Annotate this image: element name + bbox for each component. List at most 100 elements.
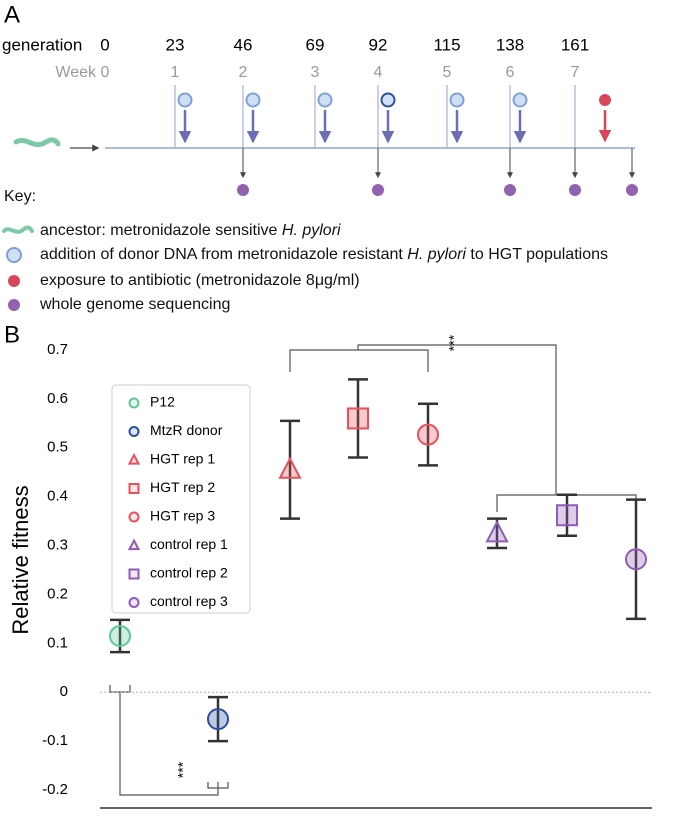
y-tick-label: -0.2 bbox=[42, 781, 68, 798]
legend-label: HGT rep 1 bbox=[150, 451, 215, 467]
data-point bbox=[278, 456, 302, 479]
week-number: 5 bbox=[443, 64, 452, 81]
key-text: to HGT populations bbox=[465, 246, 608, 263]
key-row: exposure to antibiotic (metronidazole 8μ… bbox=[40, 272, 360, 290]
generation-number: 161 bbox=[561, 35, 589, 54]
y-axis-label: Relative fitness bbox=[8, 485, 33, 634]
legend-label: HGT rep 2 bbox=[150, 479, 215, 495]
legend-marker bbox=[128, 568, 140, 580]
data-point bbox=[207, 708, 229, 731]
significance-label: *** bbox=[175, 761, 191, 778]
week-number: 6 bbox=[506, 64, 515, 81]
generation-number: 138 bbox=[496, 35, 524, 54]
sequencing-dot bbox=[626, 184, 638, 196]
sequencing-dot bbox=[372, 184, 384, 196]
key-icon bbox=[2, 221, 36, 246]
legend-marker bbox=[128, 426, 140, 437]
antibiotic-dot bbox=[599, 94, 611, 106]
week-number: 1 bbox=[171, 64, 180, 81]
data-point bbox=[417, 423, 439, 446]
data-point bbox=[347, 407, 369, 430]
key-icon bbox=[4, 295, 38, 320]
key-text: addition of donor DNA from metronidazole… bbox=[40, 246, 408, 263]
key-icon bbox=[4, 271, 38, 296]
generation-number: 23 bbox=[166, 35, 185, 54]
data-point bbox=[109, 625, 131, 647]
legend-marker bbox=[127, 538, 141, 551]
week-number: 0 bbox=[101, 64, 110, 81]
generation-number: 69 bbox=[306, 35, 325, 54]
y-tick-label: 0.5 bbox=[47, 439, 68, 456]
key-title: Key: bbox=[4, 188, 37, 205]
error-bar bbox=[626, 498, 646, 621]
generation-number: 92 bbox=[369, 35, 388, 54]
y-tick-label: 0.1 bbox=[47, 634, 68, 651]
y-tick-label: 0.4 bbox=[47, 488, 68, 505]
error-bar bbox=[348, 378, 368, 459]
legend-marker bbox=[128, 483, 140, 494]
significance-bracket bbox=[289, 344, 637, 512]
sequencing-dot bbox=[569, 184, 581, 196]
legend-label: control rep 2 bbox=[150, 565, 228, 581]
key-text: exposure to antibiotic (metronidazole 8μ… bbox=[40, 272, 360, 289]
error-bar bbox=[280, 419, 300, 520]
week-label: Week bbox=[55, 64, 97, 81]
error-bar bbox=[557, 493, 577, 538]
error-bar bbox=[418, 402, 438, 467]
y-tick-label: -0.1 bbox=[42, 732, 68, 749]
legend-label: P12 bbox=[150, 394, 175, 410]
donor-dna-dot bbox=[380, 92, 396, 108]
legend-label: control rep 3 bbox=[150, 593, 228, 609]
generation-number: 115 bbox=[433, 35, 460, 54]
sequencing-dot bbox=[237, 184, 249, 196]
donor-dna-dot bbox=[449, 92, 465, 108]
y-tick-label: 0.2 bbox=[47, 585, 68, 602]
key-text: whole genome sequencing bbox=[40, 296, 231, 313]
error-bar bbox=[208, 695, 228, 743]
legend-label: control rep 1 bbox=[150, 536, 228, 552]
data-point bbox=[485, 520, 509, 543]
key-icon-svg bbox=[8, 275, 20, 287]
significance-label: *** bbox=[446, 334, 462, 351]
data-point bbox=[625, 548, 647, 571]
ancestor-icon bbox=[13, 137, 61, 148]
legend-marker bbox=[128, 597, 140, 608]
legend-label: MtzR donor bbox=[150, 422, 223, 438]
donor-dna-dot bbox=[245, 92, 261, 108]
generation-number: 46 bbox=[234, 35, 253, 54]
key-text: H. pylori bbox=[281, 222, 341, 239]
y-tick-label: 0.3 bbox=[47, 537, 68, 554]
legend-marker bbox=[128, 397, 140, 409]
key-icon-svg bbox=[6, 247, 22, 263]
key-row: ancestor: metronidazole sensitive H. pyl… bbox=[40, 222, 341, 240]
sequencing-dot bbox=[504, 184, 516, 196]
week-number: 7 bbox=[571, 64, 580, 81]
y-tick-label: 0.7 bbox=[47, 341, 68, 358]
key-icon-svg bbox=[8, 299, 20, 311]
panel-label: B bbox=[4, 321, 20, 348]
donor-dna-dot bbox=[177, 92, 193, 108]
donor-dna-dot bbox=[512, 92, 528, 108]
week-number: 3 bbox=[311, 64, 320, 81]
legend-box bbox=[111, 384, 251, 614]
legend-label: HGT rep 3 bbox=[150, 508, 215, 524]
donor-dna-dot bbox=[317, 92, 333, 108]
key-row: addition of donor DNA from metronidazole… bbox=[40, 246, 608, 264]
key-icon bbox=[4, 245, 38, 270]
data-point bbox=[556, 504, 578, 527]
legend-marker bbox=[127, 452, 141, 465]
legend-marker bbox=[128, 511, 140, 523]
panel-label: A bbox=[4, 1, 20, 28]
generation-number: 0 bbox=[100, 35, 109, 54]
key-text: ancestor: metronidazole sensitive bbox=[40, 222, 282, 239]
week-number: 4 bbox=[374, 64, 383, 81]
key-text: H. pylori bbox=[407, 246, 466, 263]
y-tick-label: 0.6 bbox=[47, 390, 68, 407]
key-row: whole genome sequencing bbox=[40, 296, 230, 314]
key-icon-svg bbox=[2, 225, 34, 234]
generation-label: generation bbox=[2, 35, 82, 54]
y-tick-label: 0 bbox=[60, 683, 68, 700]
week-number: 2 bbox=[239, 64, 248, 81]
